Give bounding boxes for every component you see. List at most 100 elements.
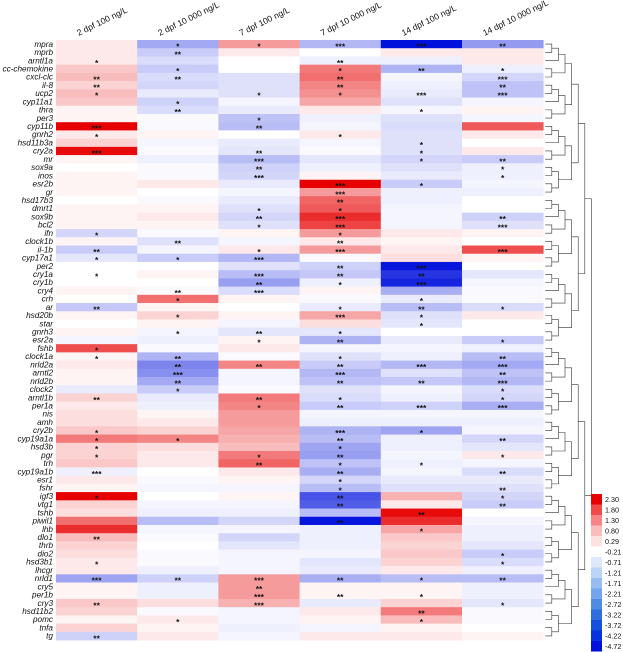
heatmap-cell [380, 377, 463, 386]
significance-mark: * [95, 444, 99, 454]
heatmap-cell [56, 483, 138, 493]
heatmap-cell [56, 212, 138, 222]
row-label: cry5 [38, 582, 54, 591]
heatmap-cell [462, 377, 544, 386]
heatmap-cell [380, 171, 463, 181]
row-label: gnrh2 [32, 130, 53, 139]
row-label: dmrt1 [32, 204, 53, 213]
heatmap-cell [462, 130, 544, 140]
row-label: hsd17b3 [22, 196, 54, 205]
heatmap-cell [380, 344, 463, 353]
heatmap-cell [56, 261, 138, 271]
row-label: hsd20b [26, 311, 53, 320]
heatmap-cell [137, 500, 219, 509]
row-label: lhcgr [35, 566, 53, 575]
significance-mark: * [501, 387, 505, 397]
significance-mark: * [420, 526, 424, 536]
heatmap-cell [137, 237, 219, 246]
heatmap-cell [218, 311, 300, 320]
dendrogram-branch [545, 84, 553, 94]
significance-mark: ** [174, 362, 181, 372]
column-label: 7 dpf 100 ng/L [237, 5, 291, 38]
heatmap-cell [218, 105, 300, 115]
heatmap-cell [380, 113, 463, 123]
heatmap-cell [218, 516, 300, 526]
heatmap-cell [56, 294, 138, 304]
dendrogram-branch [545, 43, 553, 53]
heatmap-cell [299, 385, 382, 394]
significance-mark: *** [335, 313, 346, 323]
heatmap-cell [462, 245, 544, 255]
heatmap-cell [56, 179, 138, 189]
row-label: cc-chemokine [2, 64, 53, 73]
row-label: fshb [38, 344, 54, 353]
significance-mark: * [257, 337, 261, 347]
heatmap-cell [218, 72, 300, 82]
heatmap-cell [56, 409, 138, 419]
heatmap-cell [380, 352, 463, 361]
significance-mark: * [339, 132, 343, 142]
heatmap-cell [137, 582, 219, 592]
heatmap-cell [137, 253, 219, 263]
heatmap-cell [462, 590, 544, 600]
heatmap-cell [380, 138, 463, 148]
heatmap-cell [56, 508, 138, 518]
significance-mark: * [95, 255, 99, 265]
row-label: cyp17a1 [22, 254, 53, 263]
heatmap-cell [137, 196, 219, 205]
heatmap-cell [137, 557, 219, 567]
heatmap-cell [380, 245, 463, 255]
heatmap-cell [299, 261, 382, 271]
heatmap-cell [299, 442, 382, 452]
significance-mark: * [339, 461, 343, 471]
heatmap-cell [56, 311, 138, 320]
heatmap-cell [56, 229, 138, 238]
heatmap-cell [299, 303, 382, 312]
dendrogram-branch [545, 183, 553, 193]
legend-swatch [591, 536, 602, 547]
heatmap-cell [299, 508, 382, 518]
heatmap-cell [56, 393, 138, 403]
heatmap-cell [462, 48, 544, 57]
row-label: per1a [31, 402, 53, 411]
heatmap-cell [299, 598, 382, 608]
heatmap-cell [462, 286, 544, 296]
heatmap-cells [56, 40, 544, 641]
heatmap-cell [137, 130, 219, 140]
heatmap-cell [218, 631, 300, 641]
dendrogram-branch [545, 446, 553, 456]
legend-swatch [591, 567, 602, 578]
heatmap-cell [218, 401, 300, 411]
heatmap-cell [137, 171, 219, 181]
significance-mark: * [501, 66, 505, 76]
heatmap-cell [380, 311, 463, 320]
significance-mark: ** [256, 395, 263, 405]
significance-mark: * [95, 132, 99, 142]
column-label: 14 dpf 10 000 ng/L [481, 0, 550, 38]
heatmap-cell [299, 327, 382, 337]
heatmap-cell [56, 459, 138, 468]
heatmap-cell [462, 163, 544, 172]
heatmap-cell [380, 327, 463, 337]
heatmap-cell [218, 434, 300, 444]
heatmap-cell [299, 467, 382, 477]
heatmap-cell [462, 335, 544, 345]
significance-mark: ** [256, 148, 263, 158]
heatmap-cell [218, 590, 300, 600]
heatmap-cell [56, 566, 138, 575]
significance-mark: *** [254, 272, 265, 282]
legend-tick-label: -1.21 [605, 569, 621, 578]
heatmap-cell [380, 467, 463, 477]
heatmap-cell [299, 196, 382, 205]
heatmap-cell [299, 146, 382, 156]
heatmap-cell [462, 105, 544, 115]
heatmap-cell [462, 598, 544, 608]
heatmap-cell [380, 81, 463, 90]
heatmap-cell [462, 615, 544, 625]
row-label: sox9a [31, 163, 53, 172]
heatmap-cell [56, 204, 138, 214]
heatmap-cell [299, 623, 382, 633]
dendrogram-branch [551, 393, 559, 411]
heatmap-cell [380, 179, 463, 189]
legend-tick-label: -0.21 [605, 548, 621, 557]
